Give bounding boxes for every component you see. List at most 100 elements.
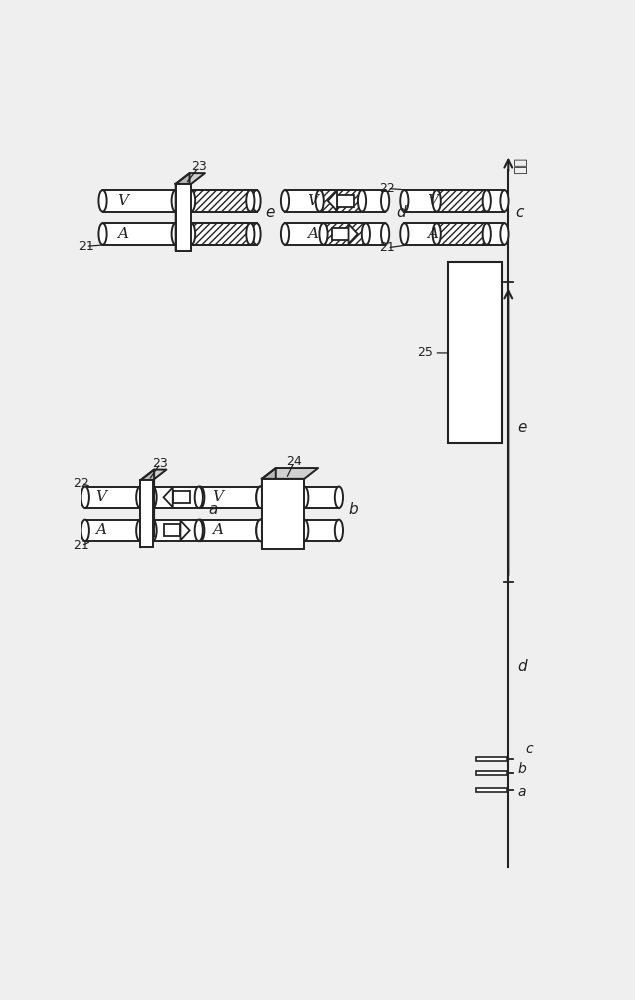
Ellipse shape <box>358 190 366 212</box>
Bar <box>404 190 504 212</box>
Ellipse shape <box>98 223 107 245</box>
Ellipse shape <box>281 190 289 212</box>
Text: V: V <box>427 194 438 208</box>
Bar <box>404 223 504 245</box>
Ellipse shape <box>400 190 408 212</box>
Ellipse shape <box>300 487 309 508</box>
Bar <box>260 520 272 541</box>
Ellipse shape <box>187 190 195 212</box>
Polygon shape <box>140 470 166 480</box>
Ellipse shape <box>500 223 509 245</box>
Text: c: c <box>515 205 524 220</box>
Ellipse shape <box>335 487 343 508</box>
Ellipse shape <box>316 190 324 212</box>
Bar <box>163 524 180 536</box>
Text: 25: 25 <box>417 346 433 359</box>
Ellipse shape <box>253 190 260 212</box>
Ellipse shape <box>483 223 491 245</box>
Bar <box>85 520 140 541</box>
Bar <box>476 757 507 761</box>
Text: A: A <box>117 227 128 241</box>
Polygon shape <box>349 224 358 244</box>
Bar <box>200 520 262 541</box>
Bar <box>476 788 507 792</box>
Ellipse shape <box>253 223 260 245</box>
Bar <box>176 184 191 251</box>
Bar <box>323 223 366 245</box>
Ellipse shape <box>171 190 180 212</box>
Ellipse shape <box>258 520 266 541</box>
Ellipse shape <box>400 223 408 245</box>
Text: e: e <box>266 205 275 220</box>
Bar <box>437 190 487 212</box>
Bar <box>191 190 257 212</box>
Bar <box>260 520 272 541</box>
Bar <box>331 228 349 240</box>
Text: A: A <box>212 523 223 537</box>
Bar <box>337 195 354 207</box>
Ellipse shape <box>281 223 289 245</box>
Bar <box>260 487 274 508</box>
Bar <box>404 190 504 212</box>
Text: a: a <box>208 502 217 517</box>
Ellipse shape <box>98 190 107 212</box>
Bar <box>191 190 250 212</box>
Ellipse shape <box>187 190 195 212</box>
Polygon shape <box>262 468 276 549</box>
Bar <box>191 223 250 245</box>
Bar <box>260 487 272 508</box>
Text: 22: 22 <box>380 182 396 195</box>
Text: 23: 23 <box>191 160 206 173</box>
Ellipse shape <box>362 223 370 245</box>
Bar <box>323 223 366 245</box>
Bar <box>319 190 362 212</box>
Bar <box>140 480 152 547</box>
Text: d: d <box>518 659 527 674</box>
Text: A: A <box>307 227 319 241</box>
Bar <box>319 190 362 212</box>
Bar <box>102 190 176 212</box>
Bar <box>191 223 257 245</box>
Bar <box>285 223 385 245</box>
Text: c: c <box>525 742 533 756</box>
Ellipse shape <box>257 520 264 541</box>
Ellipse shape <box>270 520 278 541</box>
Polygon shape <box>328 191 337 211</box>
Polygon shape <box>176 173 189 251</box>
Ellipse shape <box>257 487 264 508</box>
Bar <box>85 487 140 508</box>
Bar <box>152 520 199 541</box>
Ellipse shape <box>246 223 255 245</box>
Bar <box>191 223 250 245</box>
Bar <box>200 487 262 508</box>
Ellipse shape <box>258 487 266 508</box>
Bar <box>191 190 250 212</box>
Text: 22: 22 <box>73 477 89 490</box>
Bar <box>191 190 250 212</box>
Bar <box>262 479 304 549</box>
Bar <box>448 262 502 443</box>
Ellipse shape <box>335 520 343 541</box>
Bar <box>260 520 272 541</box>
Bar <box>191 223 250 245</box>
Bar <box>152 487 199 508</box>
Ellipse shape <box>300 520 309 541</box>
Ellipse shape <box>270 487 278 508</box>
Ellipse shape <box>432 190 441 212</box>
Ellipse shape <box>149 520 157 541</box>
Bar <box>260 520 274 541</box>
Bar <box>323 223 366 245</box>
Bar <box>304 487 339 508</box>
Text: V: V <box>212 490 223 504</box>
Ellipse shape <box>381 223 389 245</box>
Ellipse shape <box>149 487 157 508</box>
Bar <box>404 223 504 245</box>
Ellipse shape <box>81 520 89 541</box>
Ellipse shape <box>257 487 264 508</box>
Bar <box>285 190 385 212</box>
Text: V: V <box>95 490 106 504</box>
Text: 24: 24 <box>286 455 302 468</box>
Bar <box>476 771 507 775</box>
Ellipse shape <box>381 190 389 212</box>
Bar <box>437 190 487 212</box>
